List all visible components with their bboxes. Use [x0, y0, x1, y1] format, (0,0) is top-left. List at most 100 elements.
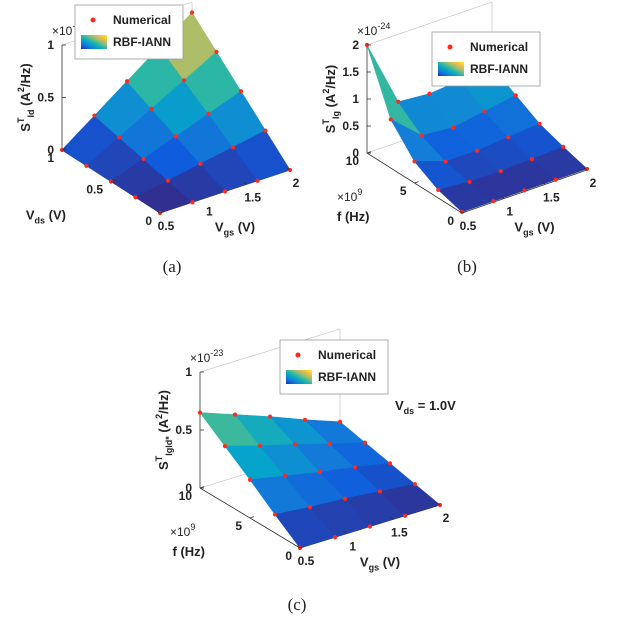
- z-tick-label: 1.5: [342, 65, 359, 79]
- y-multiplier: ×109: [170, 522, 195, 539]
- legend-box: [431, 31, 541, 87]
- numerical-point: [513, 93, 518, 98]
- x-tick: [583, 167, 588, 171]
- legend-label: Numerical: [470, 40, 528, 54]
- numerical-point: [367, 524, 373, 529]
- z-axis-label-part: S: [18, 123, 33, 132]
- panel-label: (b): [457, 257, 477, 276]
- numerical-point: [84, 163, 89, 168]
- x-axis-label: Vgs (V): [215, 220, 255, 238]
- numerical-point: [537, 121, 542, 126]
- numerical-point: [337, 419, 343, 424]
- legend-label: RBF-IANN: [470, 62, 528, 76]
- z-axis-label-part: /Hz): [18, 63, 33, 87]
- x-tick-label: 0.5: [158, 219, 175, 233]
- x-axis-label: Vgs (V): [360, 555, 400, 573]
- x-tick: [458, 210, 463, 214]
- x-axis-label-part: V: [360, 555, 369, 570]
- numerical-point: [222, 444, 228, 449]
- numerical-point: [427, 91, 432, 96]
- numerical-point: [292, 442, 298, 447]
- y-tick: [249, 516, 255, 519]
- numerical-point: [491, 199, 496, 204]
- numerical-point: [198, 161, 203, 166]
- x-tick: [156, 210, 161, 214]
- z-axis-label: STIgld* (A2/Hz): [154, 390, 174, 470]
- z-tick-label: 1: [185, 365, 192, 379]
- z-tick-label: 1: [47, 38, 54, 52]
- z-axis-label-part: Id: [26, 110, 36, 118]
- numerical-point: [388, 117, 393, 122]
- legend-label: RBF-IANN: [318, 370, 376, 384]
- numerical-point: [474, 148, 480, 153]
- numerical-point: [387, 461, 393, 466]
- z-axis-label-part: T: [154, 455, 164, 461]
- y-tick-label: 0: [285, 549, 292, 563]
- z-axis-label-part: 2: [321, 89, 331, 94]
- y-tick-label: 0.5: [86, 183, 103, 197]
- z-tick-label: 0: [185, 481, 192, 495]
- x-tick-label: 1: [206, 205, 213, 219]
- numerical-point: [181, 78, 187, 83]
- y-tick-label: 0: [145, 214, 152, 228]
- x-tick-label: 2: [293, 176, 300, 190]
- legend-marker: [295, 352, 301, 358]
- z-multiplier-part: ×10: [357, 24, 378, 38]
- numerical-point: [498, 169, 503, 174]
- x-tick-label: 1: [506, 205, 513, 219]
- y-tick: [461, 211, 467, 214]
- y-tick: [414, 181, 419, 184]
- x-tick-label: 1: [349, 540, 356, 554]
- numerical-point: [141, 156, 146, 161]
- z-axis-label: STId (A2/Hz): [16, 63, 36, 131]
- numerical-point: [402, 513, 408, 518]
- y-multiplier: ×109: [337, 187, 362, 204]
- numerical-point: [232, 412, 238, 417]
- z-axis-label-part: S: [156, 461, 171, 470]
- numerical-point: [206, 111, 211, 116]
- y-tick: [159, 211, 165, 214]
- y-tick: [110, 179, 116, 182]
- numerical-point: [222, 189, 228, 194]
- z-multiplier: ×10-24: [357, 21, 390, 38]
- y-axis-label-part: f (Hz): [173, 544, 206, 559]
- z-axis-label-part: /Hz): [156, 390, 171, 414]
- y-tick: [199, 486, 205, 489]
- x-axis-label-part: gs: [224, 228, 235, 238]
- numerical-point: [443, 159, 448, 164]
- x-axis-label-part: (V): [534, 220, 555, 235]
- y-tick-label: 5: [235, 519, 242, 533]
- numerical-point: [436, 187, 441, 192]
- numerical-point: [92, 113, 97, 118]
- numerical-point: [238, 89, 244, 94]
- z-axis-label-part: Igld*: [164, 436, 174, 456]
- numerical-point: [214, 49, 219, 54]
- y-axis-label: f (Hz): [173, 544, 206, 559]
- x-axis-label-part: (V): [234, 220, 255, 235]
- numerical-point: [327, 441, 333, 447]
- y-tick: [366, 151, 372, 154]
- legend-box: [74, 4, 184, 60]
- z-axis-label: STIg (A2/Hz): [321, 65, 341, 133]
- y-axis-label: f (Hz): [337, 209, 370, 224]
- numerical-point: [362, 440, 368, 445]
- z-axis-label-part: (A: [18, 92, 33, 110]
- numerical-point: [165, 178, 171, 183]
- z-axis-label-part: (A: [156, 418, 171, 436]
- z-tick-label: 0.5: [37, 91, 54, 105]
- numerical-point: [133, 195, 138, 200]
- numerical-point: [332, 535, 338, 540]
- z-tick-label: 0: [47, 143, 54, 157]
- numerical-point: [124, 79, 130, 84]
- numerical-point: [396, 99, 401, 104]
- numerical-point: [257, 443, 263, 448]
- y-tick-label: 0: [447, 214, 454, 228]
- x-tick: [296, 545, 301, 549]
- y-axis-label-part: f (Hz): [337, 209, 370, 224]
- x-axis-label-part: V: [215, 220, 224, 235]
- numerical-point: [412, 159, 417, 164]
- x-tick: [343, 531, 347, 534]
- legend-label: RBF-IANN: [113, 35, 171, 49]
- z-tick-label: 0.5: [175, 423, 192, 437]
